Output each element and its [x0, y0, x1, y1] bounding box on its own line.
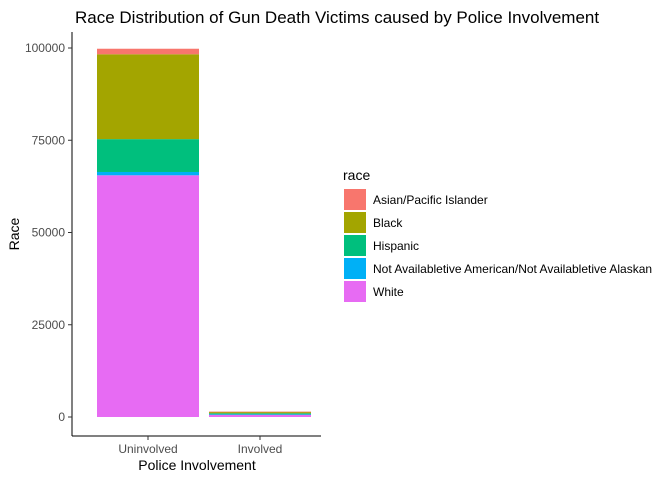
bar-uninvolved-white: [97, 175, 199, 417]
legend-key: [344, 212, 366, 233]
bar-involved-black: [209, 411, 311, 414]
y-tick-label: 100000: [25, 41, 65, 55]
legend-items: Asian/Pacific Islander Black Hispanic Not A…: [344, 189, 652, 302]
legend-title: race: [343, 167, 370, 183]
legend-label: Asian/Pacific Islander: [373, 193, 488, 207]
bar-involved-not-availabletive-american-not-availabletive-alaskan: [209, 414, 311, 415]
x-ticks: Uninvolved Involved: [118, 436, 282, 456]
bar-uninvolved-hispanic: [97, 139, 199, 172]
legend-key: [344, 258, 366, 279]
x-tick-label: Involved: [238, 442, 283, 456]
bar-involved-white: [209, 414, 311, 417]
x-tick-label: Uninvolved: [118, 442, 177, 456]
y-tick-label: 25000: [32, 318, 66, 332]
y-tick-label: 0: [58, 410, 65, 424]
legend-label: Not Availabletive American/Not Available…: [373, 262, 652, 276]
bar-involved-hispanic: [209, 413, 311, 415]
legend-label: White: [373, 285, 404, 299]
legend-label: Hispanic: [373, 239, 419, 253]
legend-key: [344, 235, 366, 256]
legend-key: [344, 189, 366, 210]
legend-key: [344, 281, 366, 302]
legend-label: Black: [373, 216, 403, 230]
bar-involved-asian-pacific-islander: [209, 411, 311, 413]
y-axis-title: Race: [6, 217, 22, 250]
chart-title: Race Distribution of Gun Death Victims c…: [75, 8, 599, 27]
legend: race Asian/Pacific Islander Black Hispanic…: [343, 167, 652, 302]
y-tick-label: 50000: [32, 226, 66, 240]
bar-uninvolved-asian-pacific-islander: [97, 48, 199, 55]
plot-area: [97, 48, 311, 417]
y-tick-label: 75000: [32, 133, 66, 147]
bar-uninvolved-not-availabletive-american-not-availabletive-alaskan: [97, 171, 199, 176]
bar-uninvolved-black: [97, 54, 199, 140]
y-ticks: 0 25000 50000 75000 100000: [25, 41, 72, 424]
x-axis-title: Police Involvement: [138, 457, 256, 473]
